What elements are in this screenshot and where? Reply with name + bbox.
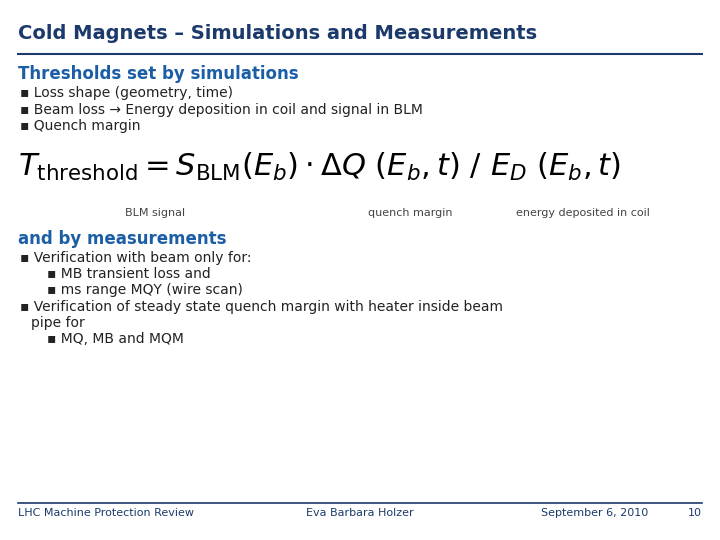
Text: Thresholds set by simulations: Thresholds set by simulations bbox=[18, 65, 299, 83]
Text: Eva Barbara Holzer: Eva Barbara Holzer bbox=[306, 508, 414, 518]
Text: 10: 10 bbox=[688, 508, 702, 518]
Text: $T_{\rm threshold}$$ = S_{\rm BLM}(E_b) \cdot \Delta Q\ (E_b, t)\ /\ E_D\ (E_b, : $T_{\rm threshold}$$ = S_{\rm BLM}(E_b) … bbox=[18, 151, 621, 183]
Text: ▪ Beam loss → Energy deposition in coil and signal in BLM: ▪ Beam loss → Energy deposition in coil … bbox=[20, 103, 423, 117]
Text: ▪ Verification with beam only for:: ▪ Verification with beam only for: bbox=[20, 251, 252, 265]
Text: quench margin: quench margin bbox=[368, 208, 453, 218]
Text: Cold Magnets – Simulations and Measurements: Cold Magnets – Simulations and Measureme… bbox=[18, 24, 537, 43]
Text: ▪ MQ, MB and MQM: ▪ MQ, MB and MQM bbox=[47, 332, 184, 346]
Text: ▪ ms range MQY (wire scan): ▪ ms range MQY (wire scan) bbox=[47, 283, 243, 297]
Text: ▪ Quench margin: ▪ Quench margin bbox=[20, 119, 140, 133]
Text: ▪ Verification of steady state quench margin with heater inside beam: ▪ Verification of steady state quench ma… bbox=[20, 300, 503, 314]
Text: and by measurements: and by measurements bbox=[18, 230, 227, 247]
Text: ▪ MB transient loss and: ▪ MB transient loss and bbox=[47, 267, 210, 281]
Text: ▪ Loss shape (geometry, time): ▪ Loss shape (geometry, time) bbox=[20, 86, 233, 100]
Text: energy deposited in coil: energy deposited in coil bbox=[516, 208, 650, 218]
Text: September 6, 2010: September 6, 2010 bbox=[541, 508, 648, 518]
Text: BLM signal: BLM signal bbox=[125, 208, 185, 218]
Text: LHC Machine Protection Review: LHC Machine Protection Review bbox=[18, 508, 194, 518]
Text: pipe for: pipe for bbox=[31, 316, 85, 330]
